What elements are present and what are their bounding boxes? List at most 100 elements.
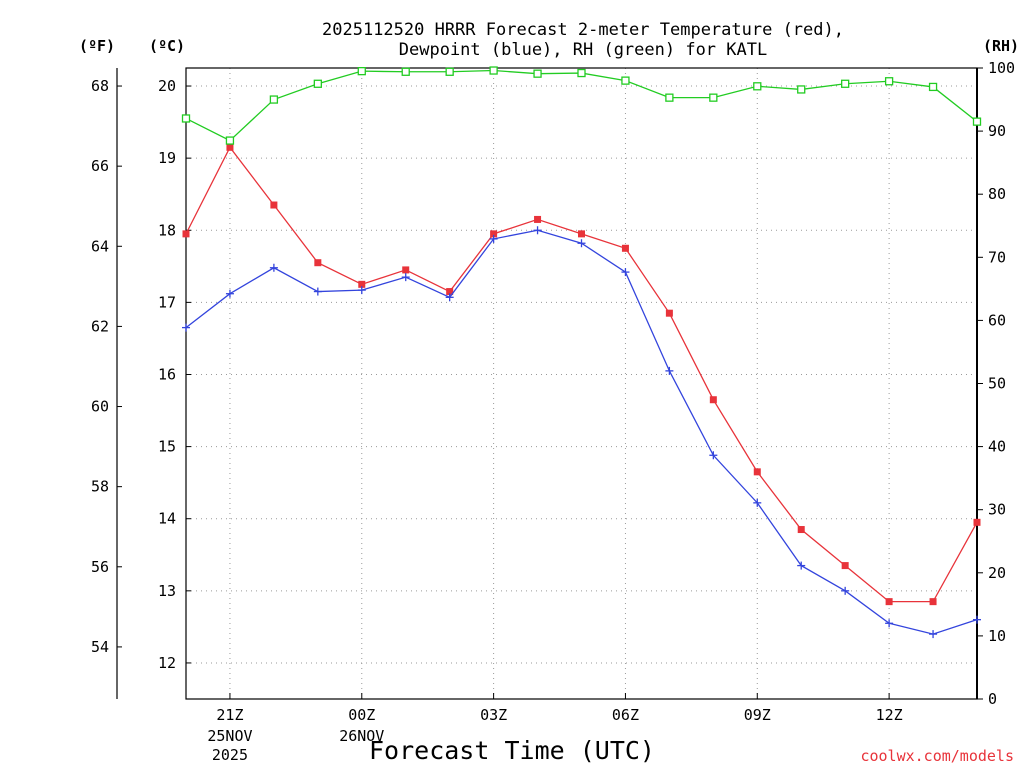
temperature-point: [402, 266, 410, 274]
x-tick-label: 03Z: [480, 706, 507, 724]
rh-point: [928, 82, 938, 92]
rh-point: [225, 136, 235, 145]
temperature-point: [621, 244, 629, 252]
celsius-tick-label: 16: [158, 365, 176, 383]
dewpoint-point: [797, 561, 806, 570]
rh-point: [489, 66, 498, 75]
rh-point: [884, 77, 894, 86]
temperature-point: [226, 143, 234, 151]
dewpoint-line: [185, 229, 978, 635]
rh-tick-label: 40: [988, 438, 1006, 456]
dewpoint-point: [577, 239, 586, 248]
rh-point: [841, 79, 850, 88]
dewpoint-point: [225, 289, 234, 298]
x-tick-label: 09Z: [744, 706, 771, 724]
dewpoint-point: [973, 615, 981, 624]
rh-point: [709, 93, 718, 102]
temperature-point: [797, 526, 805, 534]
temperature-point: [490, 230, 498, 238]
dewpoint-point: [357, 286, 366, 295]
dewpoint-point: [665, 366, 674, 375]
temperature-point: [929, 598, 937, 606]
dewpoint-point: [269, 263, 278, 272]
temperature-point: [578, 230, 585, 238]
rh-point: [972, 117, 982, 126]
dewpoint-point: [621, 268, 630, 277]
rh-line: [185, 69, 978, 142]
dewpoint-point: [445, 293, 454, 302]
temperature-point: [358, 280, 366, 288]
rh-tick-label: 10: [988, 627, 1006, 645]
celsius-tick-label: 12: [158, 654, 176, 672]
fahrenheit-tick-label: 68: [91, 77, 109, 95]
rh-point: [665, 93, 674, 102]
rh-tick-label: 50: [988, 375, 1006, 393]
celsius-tick-label: 17: [158, 293, 176, 311]
rh-tick-label: 60: [988, 311, 1006, 329]
dewpoint-point: [885, 619, 894, 628]
temperature-point: [753, 468, 761, 476]
fahrenheit-tick-label: 66: [91, 157, 109, 175]
dewpoint-point: [313, 287, 322, 296]
chart-title: 2025112520 HRRR Forecast 2-meter Tempera…: [322, 20, 844, 40]
rh-point: [269, 95, 279, 104]
dewpoint-point: [753, 498, 762, 507]
temperature-point: [973, 518, 981, 526]
rh-point: [753, 82, 762, 91]
x-tick-date: 25NOV: [207, 727, 252, 745]
rh-unit-label: (RH): [983, 37, 1019, 55]
temperature-point: [709, 396, 717, 404]
rh-point: [797, 85, 806, 94]
celsius-unit-label: (ºC): [149, 37, 185, 55]
celsius-tick-label: 18: [158, 221, 176, 239]
axes: [116, 67, 983, 700]
rh-tick-label: 20: [988, 564, 1006, 582]
rh-tick-label: 90: [988, 122, 1006, 140]
dewpoint-point: [489, 234, 498, 243]
rh-point: [401, 67, 410, 76]
rh-tick-label: 30: [988, 501, 1006, 519]
temperature-point: [534, 215, 542, 223]
x-tick-label: 00Z: [348, 706, 375, 724]
x-axis-label: Forecast Time (UTC): [369, 736, 655, 765]
temperature-point: [314, 259, 322, 267]
rh-tick-label: 80: [988, 185, 1006, 203]
x-tick-year: 2025: [212, 746, 248, 764]
x-tick-label: 21Z: [216, 706, 243, 724]
rh-point: [621, 76, 630, 85]
celsius-tick-label: 13: [158, 582, 176, 600]
dewpoint-point: [401, 273, 410, 282]
celsius-tick-label: 20: [158, 77, 176, 95]
dewpoint-point: [929, 630, 938, 639]
rh-point: [533, 69, 542, 78]
gridlines: [186, 68, 977, 699]
x-tick-label: 06Z: [612, 706, 639, 724]
dewpoint-point: [533, 226, 542, 235]
rh-tick-label: 100: [988, 59, 1015, 77]
temperature-point: [446, 288, 454, 296]
rh-tick-label: 0: [988, 690, 997, 708]
rh-tick-label: 70: [988, 248, 1006, 266]
chart-subtitle: Dewpoint (blue), RH (green) for KATL: [399, 40, 767, 60]
dewpoint-point: [841, 586, 850, 595]
fahrenheit-tick-label: 60: [91, 398, 109, 416]
x-tick-label: 12Z: [876, 706, 903, 724]
temperature-point: [885, 598, 893, 606]
rh-point: [357, 67, 366, 76]
credit-text: coolwx.com/models: [860, 747, 1014, 765]
series-layer: [181, 66, 982, 639]
dewpoint-point: [709, 451, 718, 460]
fahrenheit-tick-label: 56: [91, 558, 109, 576]
rh-point: [181, 114, 191, 123]
fahrenheit-unit-label: (ºF): [79, 37, 115, 55]
plot-frame: [185, 67, 978, 700]
fahrenheit-tick-label: 62: [91, 317, 109, 335]
celsius-tick-label: 19: [158, 149, 176, 167]
rh-point: [577, 68, 586, 78]
fahrenheit-tick-label: 58: [91, 478, 109, 496]
x-tick-date: 26NOV: [339, 727, 384, 745]
temperature-point: [665, 309, 673, 317]
fahrenheit-tick-label: 64: [91, 237, 109, 255]
